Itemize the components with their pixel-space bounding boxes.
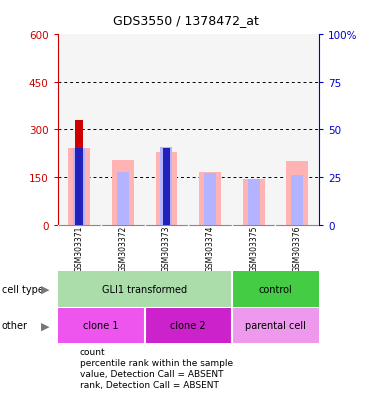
Bar [68,149,90,225]
Text: GSM303371: GSM303371 [75,225,84,271]
Bar [75,149,83,225]
Text: count: count [80,347,105,356]
Bar [286,162,308,225]
Bar [199,173,221,225]
Bar [75,121,83,225]
Text: parental cell: parental cell [245,320,306,331]
Bar [248,179,260,225]
Text: clone 2: clone 2 [170,320,206,331]
Bar [162,149,170,225]
Text: clone 1: clone 1 [83,320,119,331]
Bar [161,147,173,225]
Text: ▶: ▶ [41,284,49,294]
Text: percentile rank within the sample: percentile rank within the sample [80,358,233,367]
Bar [291,176,303,225]
Bar [162,152,170,225]
Bar [58,271,232,307]
Text: cell type: cell type [2,284,44,294]
Bar [155,152,177,225]
Bar [58,309,145,343]
Text: GSM303375: GSM303375 [249,225,258,271]
Bar [204,173,216,225]
Text: ▶: ▶ [41,320,49,331]
Bar [232,309,319,343]
Text: GSM303376: GSM303376 [293,225,302,271]
Bar [73,148,85,225]
Bar [145,309,232,343]
Bar [243,179,265,225]
Text: GSM303374: GSM303374 [206,225,214,271]
Text: GDS3550 / 1378472_at: GDS3550 / 1378472_at [112,14,259,27]
Text: control: control [259,284,292,294]
Text: rank, Detection Call = ABSENT: rank, Detection Call = ABSENT [80,380,219,389]
Text: value, Detection Call = ABSENT: value, Detection Call = ABSENT [80,369,223,378]
Text: GSM303372: GSM303372 [118,225,127,271]
Bar [117,173,129,225]
Text: GSM303373: GSM303373 [162,225,171,271]
Text: other: other [2,320,28,331]
Text: GLI1 transformed: GLI1 transformed [102,284,187,294]
Bar [112,160,134,225]
Bar [232,271,319,307]
